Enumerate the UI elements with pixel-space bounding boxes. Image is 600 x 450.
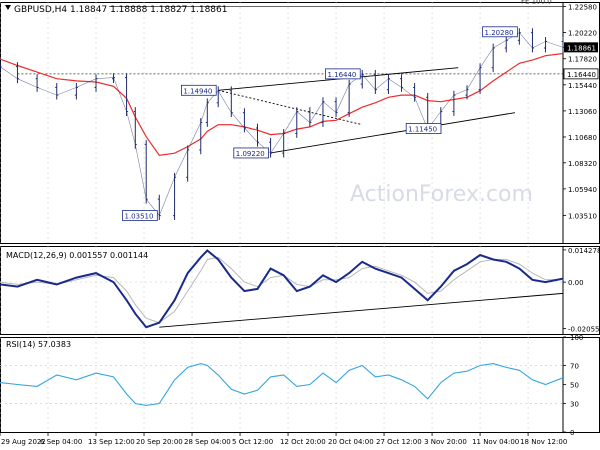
macd-panel: 0.014278 0.00 -0.020556: [0, 246, 600, 335]
current-price-box: [564, 42, 598, 53]
y-tick-label: 1.22580: [568, 4, 597, 12]
price-annotation-box: [405, 123, 442, 134]
y-tick-label: 100: [570, 334, 583, 342]
level-label: FE 100.0: [521, 0, 552, 6]
x-tick-label: 20 Sep 20:00: [136, 438, 183, 446]
x-tick-label: 28 Sep 04:00: [184, 438, 231, 446]
triangle-down-icon: [5, 5, 11, 10]
level-price-box: [563, 68, 599, 80]
rsi-panel: 100 70 50 30 0: [0, 334, 600, 437]
macd-title: MACD(12,26,9) 0.001557 0.001144: [6, 251, 148, 260]
macd-trendline: [159, 292, 564, 328]
x-tick-label: 12 Oct 20:00: [280, 438, 326, 446]
price-annotation-label: 1.11450: [408, 126, 437, 134]
price-annotation-label: 1.03510: [124, 213, 153, 221]
y-tick-label: 1.20220: [568, 29, 597, 37]
y-tick-label: 0: [570, 429, 574, 437]
price-line: [0, 32, 564, 217]
channel-line: [270, 112, 516, 154]
y-tick-label: 50: [570, 382, 579, 390]
price-annotation-box: [325, 68, 361, 80]
macd-line: [0, 249, 564, 329]
ema-line: [0, 52, 564, 157]
price-panel: 1.22580 1.20220 1.17820 1.15440 1.13060 1.106…: [0, 0, 600, 244]
y-tick-label: 1.10680: [568, 134, 597, 142]
x-tick-label: 11 Nov 04:00: [472, 438, 519, 446]
y-tick-label: 1.03510: [568, 213, 597, 221]
price-annotation-box: [181, 84, 217, 96]
x-tick-label: 29 Aug 2022: [1, 438, 46, 446]
y-tick-label: 30: [570, 401, 579, 409]
channel-line: [218, 89, 363, 126]
price-annotation-box: [482, 26, 518, 38]
y-tick-label: 1.05940: [568, 186, 597, 194]
level-price-label: 1.16440: [567, 71, 596, 79]
price-annotation-label: 1.16440: [327, 71, 356, 79]
y-tick-label: 1.15440: [568, 82, 597, 90]
price-annotation-box: [122, 210, 158, 221]
x-tick-label: 6 Sep 04:00: [40, 438, 82, 446]
x-tick-label: 5 Oct 12:00: [232, 438, 273, 446]
price-annotation-label: 1.14940: [183, 87, 212, 95]
y-tick-label: 1.08320: [568, 160, 597, 168]
price-annotation-label: 1.20280: [485, 29, 514, 37]
x-tick-label: 20 Oct 04:00: [328, 438, 374, 446]
y-tick-label: 0.00: [568, 279, 584, 287]
y-tick-label: -0.020556: [568, 325, 600, 333]
y-tick-label: 0.014278: [568, 247, 600, 255]
y-tick-label: 1.13060: [568, 108, 597, 116]
x-tick-label: 27 Oct 12:00: [376, 438, 422, 446]
y-tick-label: 1.17820: [568, 56, 597, 64]
rsi-title: RSI(14) 57.0383: [6, 340, 71, 349]
panel-border: [0, 337, 600, 433]
price-annotation-label: 1.09220: [236, 150, 265, 158]
x-tick-label: 3 Nov 20:00: [424, 438, 467, 446]
y-tick-label: 70: [570, 363, 579, 371]
rsi-line: [0, 363, 564, 406]
watermark: ActionForex.com: [350, 182, 533, 207]
x-tick-label: 18 Nov 12:00: [520, 438, 567, 446]
signal-line: [0, 256, 564, 324]
current-price-label: 1.18861: [567, 44, 596, 52]
x-tick-label: 13 Sep 12:00: [88, 438, 135, 446]
symbol-header: GBPUSD,H4 1.18847 1.18888 1.18827 1.1886…: [14, 5, 227, 15]
price-annotation-box: [233, 147, 269, 159]
